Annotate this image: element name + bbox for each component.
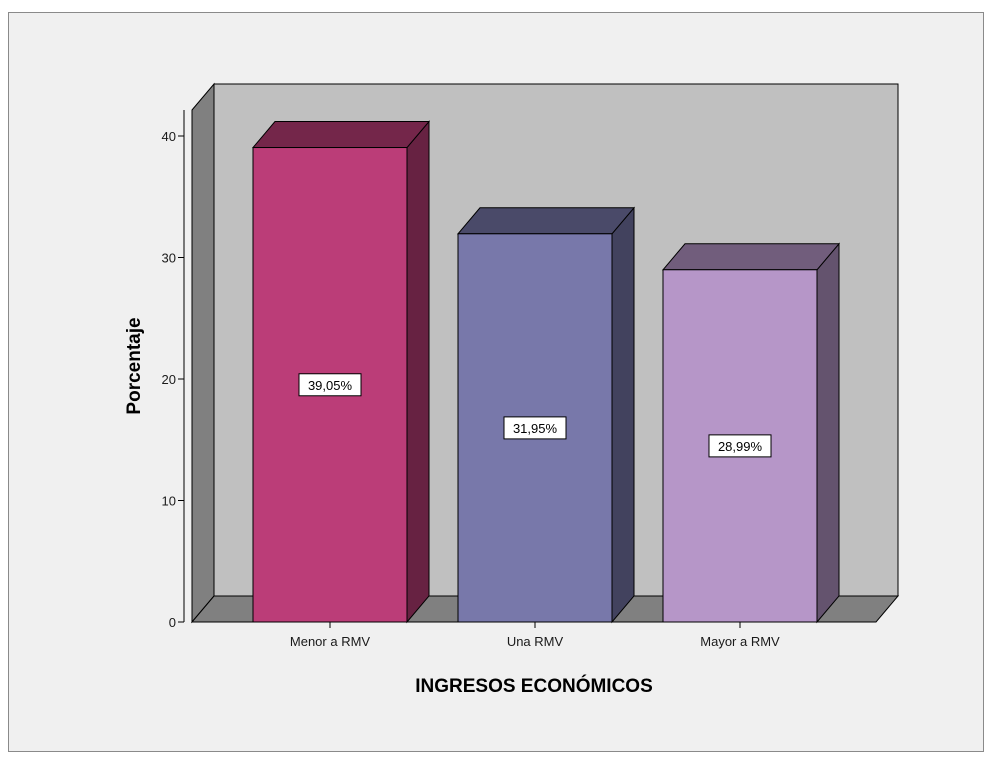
data-label-text: 39,05% [308, 378, 353, 393]
y-tick-label: 30 [162, 251, 176, 266]
bar-side [816, 242, 840, 624]
data-label: 28,99% [708, 434, 772, 458]
bar-side [611, 206, 635, 624]
bar-top [456, 207, 636, 235]
data-label-box [708, 434, 772, 458]
bar-side [406, 120, 430, 624]
data-label-text: 28,99% [718, 439, 763, 454]
y-axis-title: Porcentaje [124, 317, 145, 414]
bar: 28,99% [661, 242, 841, 624]
y-tick-label: 10 [162, 494, 176, 509]
x-tick-label: Menor a RMV [290, 634, 371, 649]
x-tick-label: Una RMV [507, 634, 564, 649]
data-label-box [298, 373, 362, 397]
x-axis: Menor a RMV Una RMV Mayor a RMV [290, 622, 780, 649]
plot-side-wall [191, 82, 215, 624]
data-label: 31,95% [503, 416, 567, 440]
bar-top [661, 243, 841, 271]
y-axis: 0 10 20 30 40 [162, 110, 185, 630]
x-axis-title: INGRESOS ECONÓMICOS [415, 675, 653, 697]
bars: 39,05% 31,95% 28,99% [251, 120, 841, 624]
data-label-text: 31,95% [513, 421, 558, 436]
y-tick-label: 20 [162, 372, 176, 387]
data-label-box [503, 416, 567, 440]
bar: 39,05% [251, 120, 431, 624]
bar: 31,95% [456, 206, 636, 624]
y-tick-label: 40 [162, 129, 176, 144]
y-tick-label: 0 [169, 615, 176, 630]
bar-top [251, 121, 431, 149]
x-tick-label: Mayor a RMV [700, 634, 780, 649]
data-label: 39,05% [298, 373, 362, 397]
